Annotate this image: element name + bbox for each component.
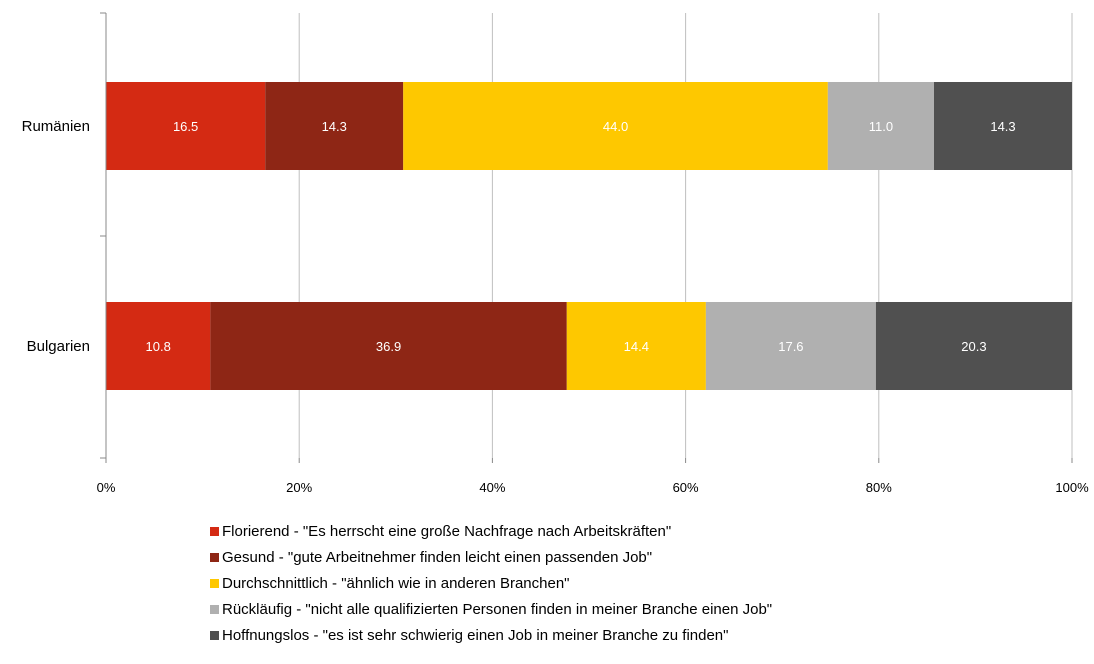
x-tick-label: 100% xyxy=(1055,480,1089,495)
bar-segments: 16.5 14.3 44.0 11.0 14.3 10.8 36.9 14.4 17.6 20.3 xyxy=(106,82,1072,390)
data-label: 16.5 xyxy=(173,119,198,134)
legend-label: Durchschnittlich - "ähnlich wie in ander… xyxy=(222,574,570,592)
bar-segment xyxy=(210,302,567,390)
category-label: Rumänien xyxy=(22,118,90,135)
legend-item: Rückläufig - "nicht alle qualifizierten … xyxy=(210,596,772,622)
legend-swatch xyxy=(210,526,219,536)
data-label: 14.4 xyxy=(624,339,649,354)
category-label: Bulgarien xyxy=(27,338,90,355)
legend-label: Rückläufig - "nicht alle qualifizierten … xyxy=(222,600,773,618)
x-tick-label: 80% xyxy=(866,480,892,495)
legend-swatch xyxy=(210,604,219,614)
legend-label: Hoffnungslos - "es ist sehr schwierig ei… xyxy=(222,626,729,644)
bar-segment xyxy=(106,82,266,170)
bar-segment xyxy=(827,82,934,170)
bar-segment xyxy=(106,302,211,390)
x-tick-label: 20% xyxy=(286,480,312,495)
legend-item: Florierend - "Es herrscht eine große Nac… xyxy=(210,518,772,544)
bar-segment xyxy=(265,82,404,170)
legend-label: Florierend - "Es herrscht eine große Nac… xyxy=(222,522,672,540)
legend-swatch xyxy=(210,552,219,562)
legend-swatch xyxy=(210,578,219,588)
stacked-bar-chart: 16.5 14.3 44.0 11.0 14.3 10.8 36.9 14.4 17.6 20.3… xyxy=(22,12,1089,495)
legend-item: Hoffnungslos - "es ist sehr schwierig ei… xyxy=(210,622,772,648)
data-label: 11.0 xyxy=(869,119,893,134)
data-label: 17.6 xyxy=(778,339,803,354)
data-label: 36.9 xyxy=(376,339,401,354)
bar-segment xyxy=(403,82,828,170)
x-tick-label: 40% xyxy=(479,480,505,495)
axes: 0% 20% 40% 60% 80% 100% Rumänien Bulgarien xyxy=(22,12,1089,495)
legend-label: Gesund - "gute Arbeitnehmer finden leich… xyxy=(222,548,653,566)
data-label: 44.0 xyxy=(603,119,628,134)
bar-segment xyxy=(934,82,1072,170)
data-label: 20.3 xyxy=(961,339,986,354)
data-label: 10.8 xyxy=(146,339,171,354)
data-label: 14.3 xyxy=(990,119,1015,134)
bar-segment xyxy=(875,302,1072,390)
x-tick-label: 0% xyxy=(97,480,116,495)
bar-segment xyxy=(566,302,706,390)
gridlines xyxy=(298,13,1073,458)
legend-item: Durchschnittlich - "ähnlich wie in ander… xyxy=(210,570,772,596)
legend-swatch xyxy=(210,630,219,640)
legend: Florierend - "Es herrscht eine große Nac… xyxy=(210,518,772,648)
x-tick-label: 60% xyxy=(673,480,699,495)
data-label: 14.3 xyxy=(322,119,347,134)
bar-segment xyxy=(705,302,876,390)
legend-item: Gesund - "gute Arbeitnehmer finden leich… xyxy=(210,544,772,570)
